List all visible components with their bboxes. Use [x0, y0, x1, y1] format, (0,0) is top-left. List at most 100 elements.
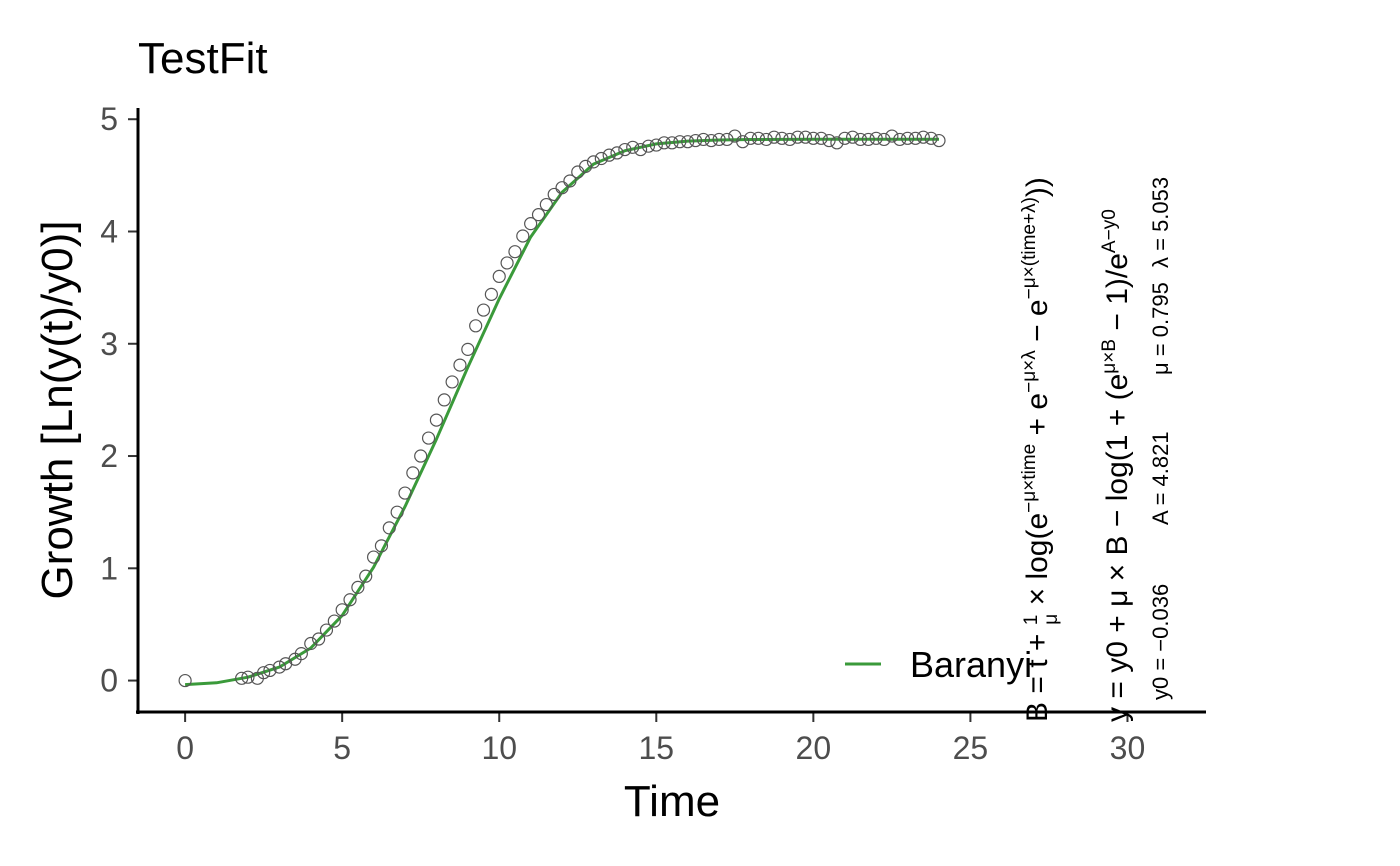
data-point [235, 671, 249, 685]
data-point [720, 132, 734, 147]
data-point [932, 133, 946, 148]
y-axis-ticks: 0 1 2 3 4 5 [100, 101, 138, 699]
data-point [806, 131, 820, 145]
data-point [319, 623, 334, 637]
data-point [374, 539, 389, 553]
data-point [641, 139, 656, 153]
data-point [900, 131, 915, 145]
data-point [539, 197, 553, 212]
fit-lines [185, 137, 939, 687]
x-axis-ticks: 0 5 10 15 20 25 30 [176, 712, 1145, 766]
data-point [398, 486, 412, 500]
data-point [555, 181, 569, 195]
data-point [916, 130, 930, 144]
data-point [893, 132, 907, 147]
data-point [429, 413, 444, 427]
data-point [343, 593, 357, 607]
legend: Baranyi [845, 644, 1032, 685]
data-point [853, 132, 868, 147]
data-point [461, 342, 475, 356]
data-point [838, 131, 852, 145]
data-point [649, 138, 663, 152]
data-point [178, 673, 192, 688]
x-tick-label: 0 [176, 730, 194, 766]
y-tick-label: 3 [100, 326, 118, 362]
data-point [665, 136, 679, 150]
data-point [414, 449, 428, 463]
data-point [547, 187, 561, 202]
data-point [508, 245, 522, 259]
data-point [241, 670, 255, 684]
b-equation: B = t + 1μ × log(e−μ×time + e−μ×λ − e−μ×… [1019, 177, 1062, 722]
model-equation: y = y0 + μ × B − log(1 + (eμ×B − 1)/eA−y… [1099, 209, 1134, 722]
data-point [743, 131, 758, 145]
data-point [673, 135, 687, 149]
data-point [688, 133, 703, 148]
x-tick-label: 10 [481, 730, 517, 766]
data-point [908, 131, 923, 145]
y-tick-label: 5 [100, 101, 118, 137]
y-tick-label: 0 [100, 663, 118, 699]
data-point [610, 146, 624, 160]
data-point [712, 132, 726, 147]
param-a: A = 4.821 [1148, 431, 1173, 525]
data-point [272, 660, 286, 674]
x-tick-label: 15 [638, 730, 674, 766]
data-point [421, 431, 436, 445]
data-point [359, 569, 373, 583]
data-point [492, 269, 506, 284]
chart-title: TestFit [138, 34, 268, 83]
data-point [751, 131, 765, 145]
param-y0: y0 = −0.036 [1148, 584, 1173, 700]
parameter-values: y0 = −0.036 A = 4.821 μ = 0.795 λ = 5.05… [1148, 177, 1173, 700]
data-point [618, 142, 632, 157]
data-point [453, 358, 467, 372]
data-point [767, 130, 781, 144]
data-point [830, 136, 844, 150]
data-point [861, 132, 875, 147]
fit-line-baranyi [185, 137, 939, 687]
data-point [406, 466, 420, 480]
legend-label-baranyi: Baranyi [910, 644, 1032, 685]
data-point [657, 136, 671, 150]
data-point [484, 287, 498, 301]
data-point [563, 174, 577, 188]
data-point [366, 550, 381, 564]
data-point [633, 142, 648, 157]
data-point [814, 131, 828, 145]
data-point [531, 208, 546, 222]
data-point [579, 159, 593, 173]
data-point [304, 636, 318, 651]
data-point [445, 375, 459, 389]
data-point [626, 140, 640, 154]
data-point [351, 580, 365, 594]
data-point [924, 131, 938, 145]
y-tick-label: 1 [100, 550, 118, 586]
data-point [586, 155, 601, 169]
data-point [335, 603, 349, 617]
data-point [382, 521, 396, 535]
data-point [877, 132, 891, 147]
data-point [312, 632, 326, 646]
data-point [704, 133, 718, 148]
x-tick-label: 30 [1110, 730, 1146, 766]
data-point [437, 393, 451, 407]
data-point [390, 505, 404, 519]
data-point [594, 151, 608, 166]
data-point [524, 217, 538, 231]
data-point [885, 129, 899, 143]
param-mu: μ = 0.795 [1148, 282, 1173, 375]
data-point [327, 614, 341, 628]
x-axis-title: Time [624, 777, 720, 826]
data-point [791, 130, 805, 144]
y-axis-title: Growth [Ln(y(t)/y0)] [33, 221, 82, 600]
y-tick-label: 2 [100, 438, 118, 474]
data-point [681, 135, 695, 149]
data-point [516, 229, 530, 243]
data-point [869, 131, 883, 145]
x-tick-label: 25 [953, 730, 989, 766]
data-point [822, 133, 836, 148]
data-point [602, 148, 616, 162]
svg-text:B = t + 1μ × log(e−μ×time + e−: B = t + 1μ × log(e−μ×time + e−μ×λ − e−μ×… [1019, 177, 1062, 722]
